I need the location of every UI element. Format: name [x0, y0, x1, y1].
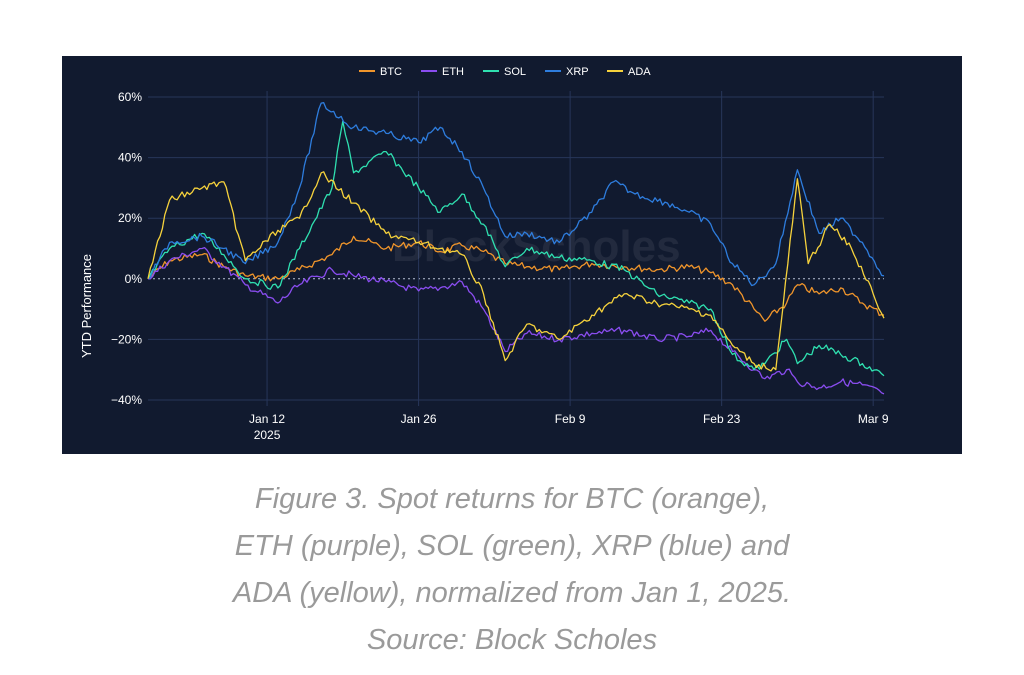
y-tick-label: 20% — [118, 211, 142, 225]
x-tick-label: Feb 23 — [703, 412, 741, 426]
x-tick-sublabel: 2025 — [254, 428, 281, 442]
legend-item-xrp: XRP — [545, 66, 589, 78]
grid-lines — [148, 91, 884, 406]
series-line-xrp — [147, 102, 885, 287]
watermark: BlockScholes — [392, 222, 681, 271]
series-lines — [147, 102, 885, 395]
legend-label: ETH — [442, 66, 464, 78]
y-axis-label: YTD Performance — [79, 254, 94, 358]
x-tick-label: Feb 9 — [555, 412, 586, 426]
legend-item-eth: ETH — [421, 66, 464, 78]
legend-label: XRP — [566, 66, 589, 78]
legend-item-sol: SOL — [483, 66, 526, 78]
caption-line-1: Figure 3. Spot returns for BTC (orange), — [254, 483, 770, 515]
y-tick-label: 0% — [125, 272, 143, 286]
figure-caption: Figure 3. Spot returns for BTC (orange),… — [0, 476, 1024, 664]
x-tick-label: Mar 9 — [858, 412, 889, 426]
chart-panel: BlockScholes 60% 40% 20% 0% −20% −40% Jan 12 2… — [62, 56, 962, 454]
caption-line-3: ADA (yellow), normalized from Jan 1, 202… — [232, 577, 792, 609]
legend-item-btc: BTC — [359, 66, 402, 78]
line-chart: BlockScholes 60% 40% 20% 0% −20% −40% Jan 12 2… — [79, 66, 889, 442]
caption-line-2: ETH (purple), SOL (green), XRP (blue) an… — [234, 530, 790, 562]
y-axis-ticks: 60% 40% 20% 0% −20% −40% — [111, 90, 142, 407]
legend: BTC ETH SOL XRP ADA — [359, 66, 651, 78]
legend-label: ADA — [628, 66, 651, 78]
x-axis-ticks: Jan 12 2025 Jan 26 Feb 9 Feb 23 Mar 9 — [249, 412, 889, 442]
y-tick-label: −40% — [111, 393, 142, 407]
caption-line-4: Source: Block Scholes — [366, 624, 658, 656]
series-line-sol — [147, 120, 885, 377]
x-tick-label: Jan 26 — [401, 412, 437, 426]
y-tick-label: −20% — [111, 332, 142, 346]
series-line-btc — [147, 235, 885, 322]
x-tick-label: Jan 12 — [249, 412, 285, 426]
series-line-ada — [147, 171, 885, 372]
y-tick-label: 40% — [118, 151, 142, 165]
y-tick-label: 60% — [118, 90, 142, 104]
legend-label: SOL — [504, 66, 526, 78]
legend-label: BTC — [380, 66, 402, 78]
legend-item-ada: ADA — [607, 66, 651, 78]
